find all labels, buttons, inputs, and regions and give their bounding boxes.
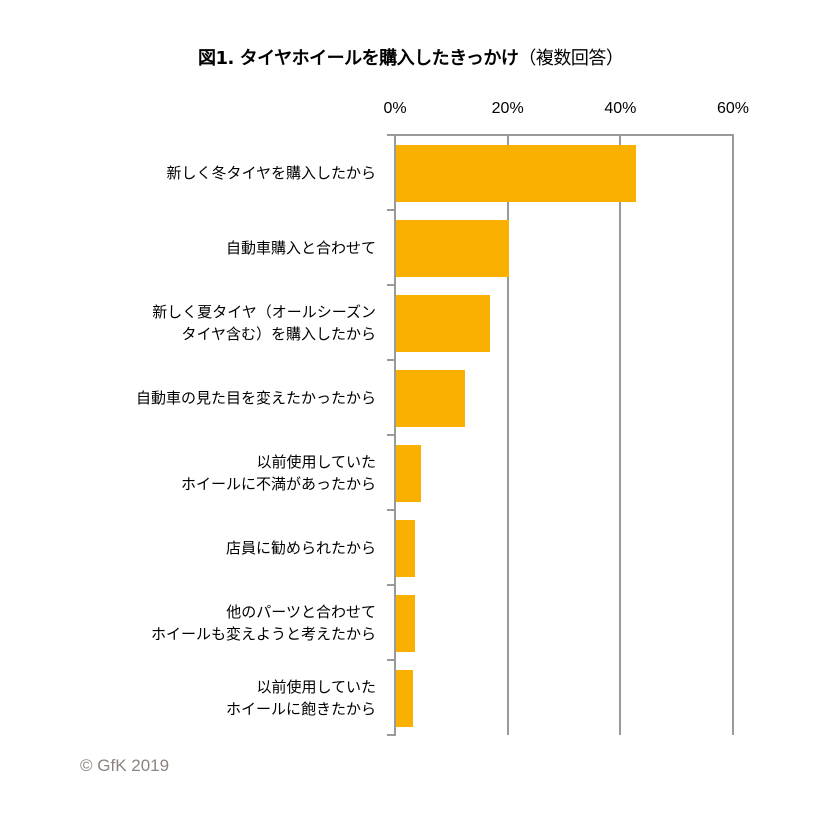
y-tick-mark [387, 509, 395, 511]
x-tick-label: 0% [383, 100, 407, 117]
chart-title-suffix: （複数回答） [518, 48, 624, 69]
y-tick-mark [387, 584, 395, 586]
category-label: 以前使用していたホイールに飽きたから [16, 676, 376, 720]
category-label-line: 自動車の見た目を変えたかったから [135, 388, 376, 407]
x-tick-label: 60% [716, 100, 750, 117]
category-label-line: 新しく冬タイヤを購入したから [166, 163, 376, 182]
gridline [619, 135, 622, 735]
category-label-line: 以前使用していた [256, 677, 376, 696]
category-label: 自動車購入と合わせて [16, 237, 376, 259]
x-tick-label: 20% [491, 100, 524, 117]
y-axis-line [394, 134, 396, 736]
y-tick-mark [387, 734, 395, 736]
category-label-line: ホイールも変えようと考えたから [150, 624, 376, 643]
category-label-line: 新しく夏タイヤ（オールシーズン [152, 302, 376, 321]
chart-title: 図1. タイヤホイールを購入したきっかけ（複数回答） [198, 44, 738, 70]
y-tick-mark [387, 284, 395, 286]
y-tick-mark [387, 209, 395, 211]
bar [396, 220, 509, 277]
y-tick-mark [387, 659, 395, 661]
category-label-line: タイヤ含む）を購入したから [181, 324, 376, 343]
bar [396, 595, 416, 652]
category-label: 自動車の見た目を変えたかったから [16, 387, 376, 409]
category-label: 新しく冬タイヤを購入したから [16, 162, 376, 184]
bar [396, 145, 636, 202]
gridline [506, 135, 509, 735]
chart-title-main: 図1. タイヤホイールを購入したきっかけ [198, 48, 519, 69]
category-label-line: 自動車購入と合わせて [225, 238, 376, 257]
category-label-line: 店員に勧められたから [225, 538, 376, 557]
category-label: 他のパーツと合わせてホイールも変えようと考えたから [16, 601, 376, 645]
category-label-line: ホイールに飽きたから [225, 699, 376, 718]
x-tick-label: 40% [604, 100, 637, 117]
y-tick-mark [387, 359, 395, 361]
bar [396, 445, 421, 502]
y-tick-mark [387, 434, 395, 436]
bar [396, 295, 491, 352]
gridline [732, 135, 734, 735]
category-label-line: ホイールに不満があったから [180, 474, 376, 493]
bar [396, 370, 465, 427]
category-label-line: 他のパーツと合わせて [226, 602, 376, 621]
category-label: 店員に勧められたから [16, 537, 376, 559]
bar [396, 520, 416, 577]
bar [396, 670, 414, 727]
category-label-line: 以前使用していた [256, 452, 376, 471]
y-tick-mark [387, 134, 395, 136]
category-label: 以前使用していたホイールに不満があったから [16, 451, 376, 495]
category-label: 新しく夏タイヤ（オールシーズンタイヤ含む）を購入したから [16, 301, 376, 345]
copyright-footer: © GfK 2019 [80, 756, 170, 775]
x-axis-line [387, 134, 734, 136]
